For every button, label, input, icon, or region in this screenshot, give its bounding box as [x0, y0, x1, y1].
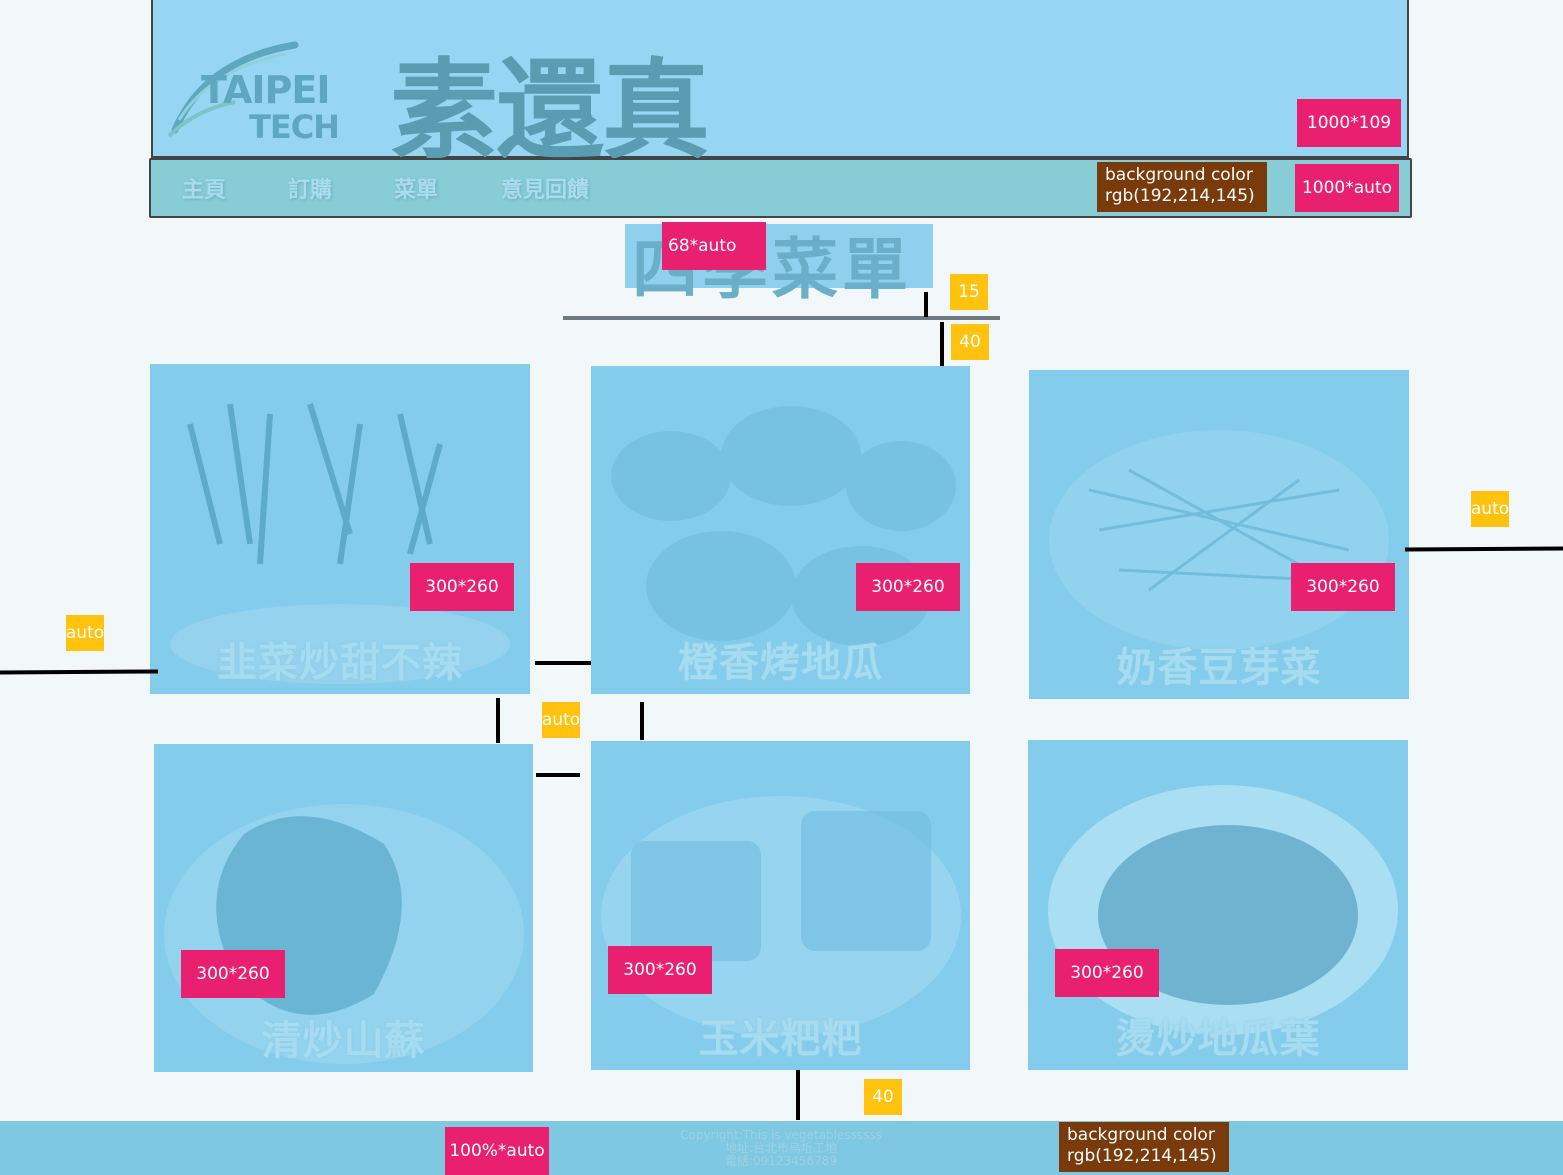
dish-photo-icon: [170, 403, 510, 684]
footer-phone: 電話:09123456789: [724, 1154, 838, 1168]
nav-item-order[interactable]: 訂購: [288, 178, 333, 203]
right-margin-marker: [1404, 546, 1563, 552]
gap-tag-title: 15: [950, 274, 988, 310]
card-size-tag-3: 300*260: [1291, 563, 1395, 611]
menu-card-1[interactable]: 韭菜炒甜不辣: [150, 364, 530, 694]
card-size-tag-2: 300*260: [856, 563, 960, 611]
right-margin-tag: auto: [1471, 491, 1509, 527]
card-size-tag-4: 300*260: [181, 950, 285, 998]
nav-item-menu[interactable]: 菜單: [394, 178, 439, 203]
row-gap-marker-left: [496, 698, 500, 743]
menu-item-name: 清炒山蘇: [261, 1018, 426, 1064]
nav-bg-color-tag: background color rgb(192,214,145): [1097, 162, 1267, 212]
left-margin-marker: [0, 669, 159, 675]
menu-item-name: 燙炒地瓜葉: [1115, 1016, 1321, 1062]
brand-title: 素還真: [390, 48, 710, 174]
page-header: [151, 0, 1409, 158]
card-size-tag-1: 300*260: [410, 563, 514, 611]
footer-size-tag: 100%*auto: [445, 1127, 549, 1175]
left-margin-tag: auto: [66, 615, 104, 651]
gap-marker-title: [924, 292, 928, 317]
footer-bg-color-tag: background color rgb(192,214,145): [1059, 1122, 1229, 1172]
column-gap-marker-top: [535, 661, 591, 665]
gap-marker-grid: [940, 322, 944, 370]
nav-bg-tag-line1: background color: [1105, 165, 1253, 185]
nav-bg-tag-line2: rgb(192,214,145): [1105, 186, 1255, 206]
page-footer: [0, 1121, 1563, 1175]
nav-item-home[interactable]: 主頁: [182, 178, 227, 203]
bottom-gap-marker: [796, 1070, 800, 1120]
between-gap-tag: auto: [542, 702, 580, 738]
bottom-gap-tag: 40: [864, 1079, 902, 1115]
title-divider: [563, 316, 1000, 320]
menu-card-2[interactable]: 橙香烤地瓜: [591, 366, 970, 694]
logo-line-1: TAIPEI: [201, 68, 330, 112]
menu-item-name: 橙香烤地瓜: [678, 640, 883, 686]
card-size-tag-5: 300*260: [608, 946, 712, 994]
menu-card-6[interactable]: 燙炒地瓜葉: [1028, 740, 1408, 1070]
menu-card-5[interactable]: 玉米粑粑: [591, 741, 970, 1070]
gap-tag-grid: 40: [951, 324, 989, 360]
title-size-tag: 68*auto: [662, 222, 766, 270]
footer-address: 地址:台北市烏坵工地: [724, 1141, 838, 1155]
row-gap-marker-right: [640, 702, 644, 740]
logo-line-2: TECH: [249, 108, 340, 146]
footer-copyright: Copyright:This is vegetablessssss: [680, 1128, 882, 1142]
footer-bg-tag-line2: rgb(192,214,145): [1067, 1146, 1217, 1166]
school-logo[interactable]: TAIPEI TECH: [165, 40, 340, 146]
menu-card-3[interactable]: 奶香豆芽菜: [1029, 370, 1409, 699]
menu-item-name: 奶香豆芽菜: [1116, 645, 1322, 691]
logo-swoosh-icon: [167, 41, 299, 138]
footer-bg-tag-line1: background color: [1067, 1125, 1215, 1145]
menu-card-4[interactable]: 清炒山蘇: [154, 744, 533, 1072]
card-size-tag-6: 300*260: [1055, 949, 1159, 997]
nav-size-tag: 1000*auto: [1295, 164, 1399, 212]
menu-item-name: 玉米粑粑: [698, 1016, 863, 1062]
menu-item-name: 韭菜炒甜不辣: [217, 640, 463, 686]
header-size-tag: 1000*109: [1297, 99, 1401, 147]
column-gap-marker-bottom: [536, 773, 580, 777]
nav-item-feedback[interactable]: 意見回饋: [501, 178, 590, 203]
